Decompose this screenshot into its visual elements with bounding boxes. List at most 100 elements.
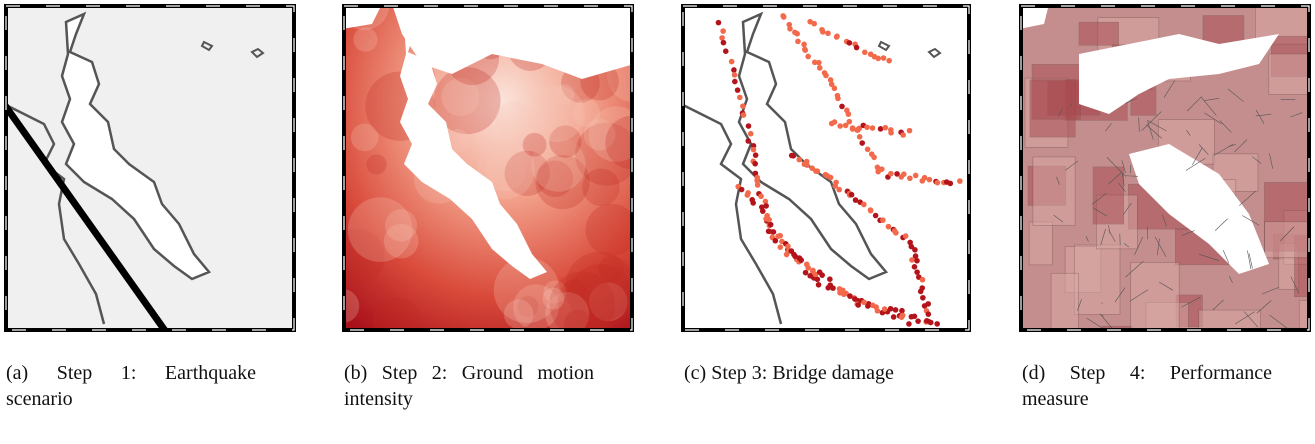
map-ground-motion [342, 4, 634, 332]
bridge [771, 229, 777, 235]
intensity-blob [495, 101, 532, 138]
caption: (a) Step 1: Earthquake scenario [6, 360, 256, 412]
bridge [827, 276, 833, 282]
bridge [789, 248, 795, 254]
bridge [787, 26, 793, 32]
bridge [927, 177, 933, 183]
zone [1029, 222, 1052, 265]
panel-c [681, 4, 973, 332]
bridge [828, 175, 834, 181]
bridge [880, 217, 886, 223]
bridge [915, 318, 921, 324]
bridge [798, 257, 804, 263]
bridge [893, 230, 899, 236]
intensity-blob [366, 154, 386, 174]
bridge [811, 21, 817, 27]
bridge [846, 111, 852, 117]
bridge [882, 306, 888, 312]
bridge [912, 247, 918, 253]
bridge [832, 119, 838, 125]
bridge [768, 222, 774, 228]
panel-a [4, 4, 296, 332]
panel-d [1019, 4, 1311, 332]
bridge [745, 192, 751, 198]
bridge [791, 153, 797, 159]
bridge [785, 244, 791, 250]
bridge [805, 265, 811, 271]
caption: (d) Step 4: Performance measure [1022, 360, 1272, 412]
bridge [888, 171, 894, 177]
bridge [750, 200, 756, 206]
bridge [778, 244, 784, 250]
zone [1030, 80, 1075, 137]
bridge [751, 147, 757, 153]
bridge [912, 264, 918, 270]
bridge [741, 112, 747, 118]
bridge [721, 40, 727, 46]
intensity-blob [504, 299, 534, 329]
bridge [918, 289, 924, 295]
bridge [805, 54, 811, 60]
bridge [957, 178, 963, 184]
bridge [934, 321, 940, 327]
bridge [878, 126, 884, 132]
bridge [862, 50, 868, 56]
caption: (b) Step 2: Ground motion intensity [344, 360, 594, 412]
bridge [753, 152, 759, 158]
panel-b [342, 4, 634, 332]
bridge [871, 155, 877, 161]
bridge [893, 307, 899, 313]
bridge [928, 320, 934, 326]
bridge [781, 14, 787, 20]
bridge [819, 272, 825, 278]
bridge [909, 257, 915, 263]
bridge [857, 134, 863, 140]
bridge [870, 125, 876, 131]
bridge [900, 132, 906, 138]
zone [1093, 167, 1124, 224]
bridge [865, 303, 871, 309]
bridge [837, 123, 843, 129]
bridge [820, 29, 826, 35]
intensity-blob [385, 209, 417, 241]
bridge [920, 295, 926, 301]
bridge [735, 87, 741, 93]
bridge [861, 202, 867, 208]
bridge [839, 104, 845, 110]
zone [1051, 273, 1078, 332]
bridge [760, 208, 766, 214]
bridge [888, 306, 894, 312]
caption-text: Step 4: Performance measure [1022, 362, 1272, 410]
caption-label: (b) [344, 362, 367, 384]
bridge [752, 161, 758, 167]
bridge [907, 175, 913, 181]
bridge [903, 233, 909, 239]
bridge [873, 213, 879, 219]
bridge [906, 321, 912, 327]
bridge [803, 270, 809, 276]
bridge [926, 311, 932, 317]
zone [1079, 22, 1119, 45]
zone [1074, 245, 1120, 315]
bridge [914, 269, 920, 275]
bridge [823, 73, 829, 79]
bridge [795, 39, 801, 45]
zone [1131, 262, 1179, 331]
bridge [891, 314, 897, 320]
bridge [758, 193, 764, 199]
bridge [907, 128, 913, 134]
bridge [854, 45, 860, 51]
caption-text: Step 2: Ground motion intensity [344, 362, 594, 410]
bridge [719, 35, 725, 41]
bridge [816, 282, 822, 288]
bridge [864, 124, 870, 130]
bridge [899, 308, 905, 314]
bridge [875, 56, 881, 62]
intensity-blob [523, 133, 547, 157]
bridge [914, 258, 920, 264]
caption: (c) Step 3: Bridge damage [684, 360, 934, 386]
bridge [886, 224, 892, 230]
intensity-blob [353, 27, 377, 51]
bridge [888, 127, 894, 133]
bridge [855, 302, 861, 308]
